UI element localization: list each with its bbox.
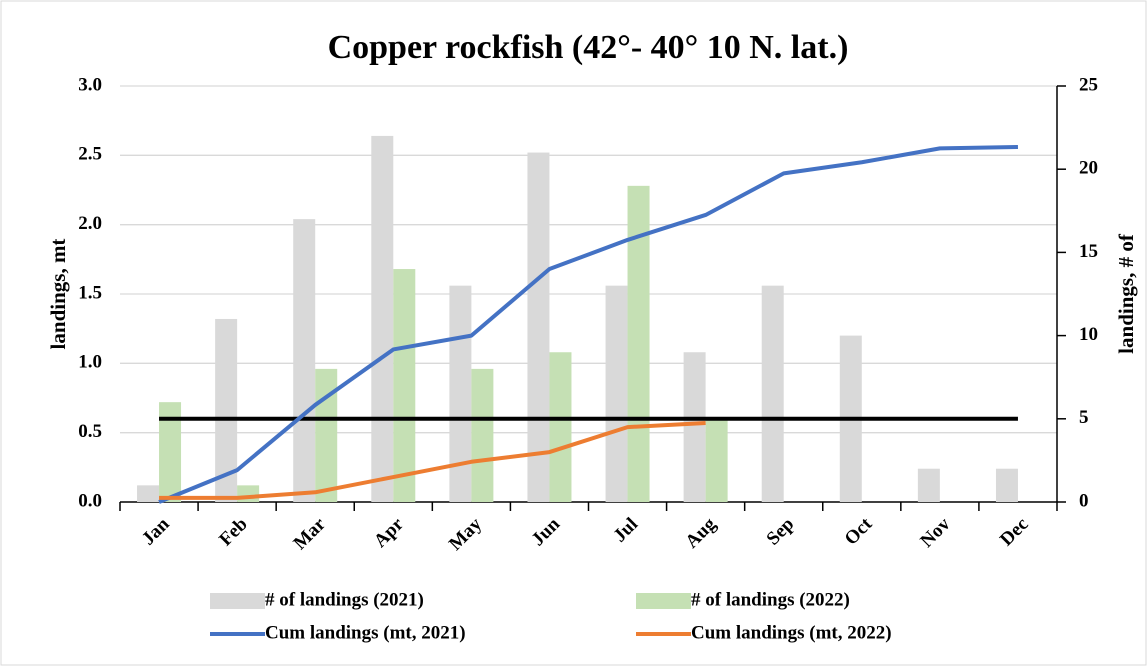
bar: [471, 368, 494, 502]
y2-axis-label: landings, # of: [1114, 233, 1138, 354]
y-axis-label: landings, mt: [46, 239, 70, 350]
y-tick-label: 1.5: [78, 282, 102, 303]
bar: [371, 135, 394, 503]
legend-swatch: [210, 593, 265, 609]
y-tick-label: 2.5: [78, 144, 102, 165]
legend-label: # of landings (2022): [691, 589, 850, 610]
y2-tick-label: 15: [1079, 241, 1098, 262]
bar: [449, 285, 472, 502]
line-series: [159, 420, 706, 500]
bar: [393, 269, 416, 502]
y2-tick-label: 25: [1079, 74, 1098, 95]
y2-tick-label: 5: [1079, 407, 1089, 428]
line-series: [158, 145, 1018, 504]
legend-swatch: [636, 593, 691, 609]
y2-tick-label: 20: [1079, 158, 1098, 179]
bar: [137, 485, 160, 502]
bar: [761, 285, 784, 502]
y2-tick-label: 10: [1079, 324, 1098, 345]
bar: [527, 152, 550, 502]
bar: [705, 418, 728, 502]
bar: [605, 285, 628, 502]
bar: [549, 352, 572, 502]
y-tick-label: 1.0: [78, 352, 102, 373]
y-tick-label: 0.5: [78, 421, 102, 442]
y2-tick-label: 0: [1079, 490, 1089, 511]
bar: [315, 368, 338, 502]
bar: [159, 402, 182, 502]
bar: [215, 318, 238, 502]
legend-label: # of landings (2021): [265, 589, 424, 610]
y-tick-label: 3.0: [78, 74, 102, 95]
bar: [995, 468, 1018, 502]
chart-title: Copper rockfish (42°- 40° 10 N. lat.): [328, 29, 849, 66]
y-tick-label: 2.0: [78, 213, 102, 234]
y-tick-label: 0.0: [78, 490, 102, 511]
legend-label: Cum landings (mt, 2021): [265, 622, 466, 643]
bar: [683, 352, 706, 502]
legend-label: Cum landings (mt, 2022): [691, 622, 892, 643]
bar: [917, 468, 940, 502]
bar: [627, 185, 650, 502]
bar: [293, 219, 316, 502]
